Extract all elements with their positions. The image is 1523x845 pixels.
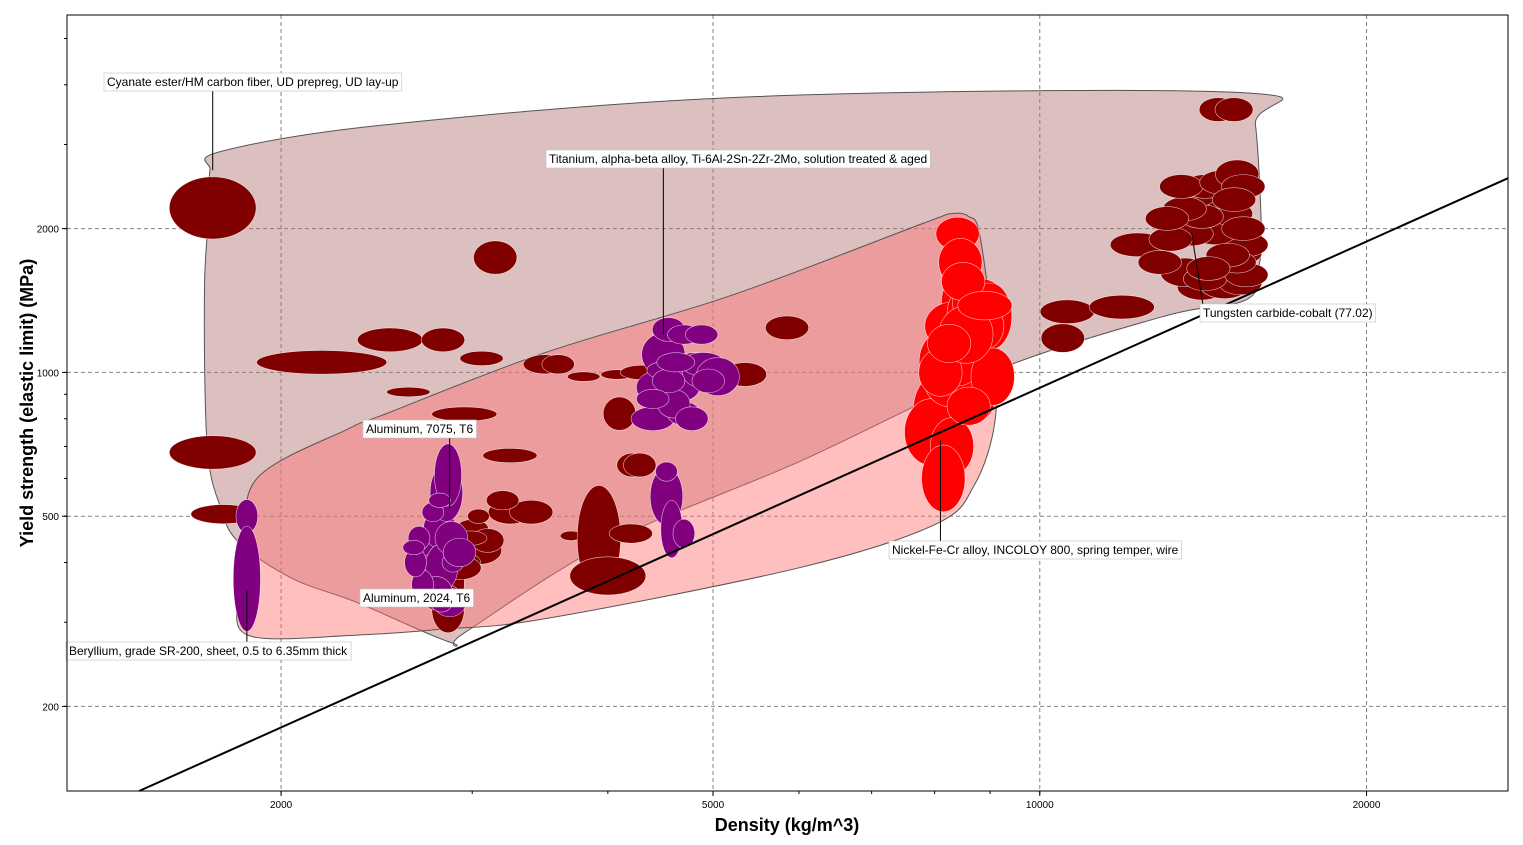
material-point [428,492,451,508]
annotation-label: Tungsten carbide-cobalt (77.02) [1203,306,1373,320]
material-point [1221,216,1266,241]
annotation-label: Beryllium, grade SR-200, sheet, 0.5 to 6… [69,644,348,658]
reference-line [138,177,1509,792]
material-point [921,444,966,513]
material-point [169,435,257,470]
material-point [927,324,972,363]
x-tick-label: 5000 [702,800,725,811]
material-point [1148,227,1193,252]
material-point [684,324,719,345]
material-point [434,443,462,507]
material-point [1145,206,1190,231]
material-point [656,352,696,373]
material-point [1039,299,1095,324]
material-point [431,406,498,422]
material-point [357,327,423,353]
material-point [1214,97,1254,122]
material-point [459,350,504,366]
material-point [402,540,425,556]
y-tick-label: 200 [42,702,59,713]
material-point [691,368,725,394]
annotation-label: Nickel-Fe-Cr alloy, INCOLOY 800, spring … [892,543,1179,557]
material-point [386,386,431,398]
annotation-box [362,419,477,439]
material-point [675,406,709,431]
annotation-box [65,641,352,661]
material-point [602,396,637,431]
x-tick-label: 10000 [1026,800,1054,811]
material-point [1212,187,1257,212]
annotation-box [888,540,1182,560]
material-point [569,556,647,596]
material-point [1186,256,1231,281]
annotation-label: Cyanate ester/HM carbon fiber, UD prepre… [107,75,399,89]
x-axis-title: Density (kg/m^3) [715,815,860,835]
annotation-label: Aluminum, 7075, T6 [366,422,473,436]
x-tick-label: 20000 [1353,800,1381,811]
annotation-leader [1191,232,1204,306]
material-point [482,448,538,464]
annotation-layer: Cyanate ester/HM carbon fiber, UD prepre… [65,72,1376,661]
reference-line-layer [138,177,1509,792]
y-tick-label: 1000 [37,368,60,379]
x-tick-label: 2000 [270,800,293,811]
material-point [467,508,490,524]
annotation-box [359,588,474,608]
material-point [636,389,670,409]
annotation-box [103,72,403,92]
y-tick-label: 2000 [37,225,60,236]
material-point [655,461,678,482]
annotation-label: Aluminum, 2024, T6 [363,591,470,605]
material-point [541,354,575,375]
material-point [1159,174,1204,199]
annotation-box [1199,303,1376,323]
material-point [765,315,810,341]
material-point [957,291,1013,321]
material-point [623,452,657,478]
material-point [1088,294,1155,320]
material-point [567,371,601,382]
plot-frame [66,14,1509,792]
data-points [169,97,1269,634]
material-point [473,240,518,275]
material-point [651,368,686,394]
material-point [1137,250,1182,275]
material-point [442,537,477,568]
material-point [509,499,554,525]
material-point [486,490,520,511]
material-point [421,327,466,353]
material-point [169,176,257,240]
annotation-label: Titanium, alpha-beta alloy, Ti-6Al-2Sn-2… [549,152,927,166]
axis-layer: 2000 5000 10000 20000 200 500 1000 2000 [37,38,1381,811]
annotation-box [545,149,931,169]
material-point [1040,323,1085,353]
material-point [256,350,388,375]
material-point [608,523,653,544]
y-axis-title: Yield strength (elastic limit) (MPa) [17,259,37,547]
y-tick-label: 500 [42,512,59,523]
